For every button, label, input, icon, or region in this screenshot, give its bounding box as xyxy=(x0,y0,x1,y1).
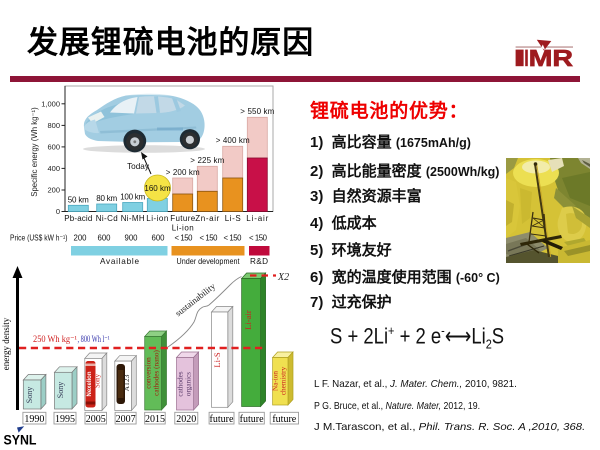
svg-text:Sony: Sony xyxy=(56,382,65,398)
svg-text:Li-air: Li-air xyxy=(246,214,268,223)
svg-text:future: future xyxy=(272,414,296,425)
svg-text:400: 400 xyxy=(47,164,60,173)
svg-text:Zn-air: Zn-air xyxy=(195,214,219,223)
svg-text:future: future xyxy=(240,414,264,425)
svg-text:> 225 km: > 225 km xyxy=(190,156,224,165)
svg-text:900: 900 xyxy=(124,234,138,243)
svg-text:Under development: Under development xyxy=(177,257,241,266)
svg-text:X2: X2 xyxy=(277,272,289,283)
svg-text:Li-S: Li-S xyxy=(212,352,222,367)
svg-text:100 km: 100 km xyxy=(120,193,145,202)
svg-text:< 150: < 150 xyxy=(175,234,194,243)
svg-text:> 200 km: > 200 km xyxy=(166,168,200,177)
svg-text:conversion: conversion xyxy=(145,357,153,389)
svg-text:energy density: energy density xyxy=(1,317,11,370)
svg-text:2020: 2020 xyxy=(176,414,196,425)
svg-text:80 km: 80 km xyxy=(96,194,117,203)
svg-text:future: future xyxy=(210,414,234,425)
svg-text:cathodes (nano): cathodes (nano) xyxy=(153,350,161,396)
svg-text:sustainability: sustainability xyxy=(173,281,217,319)
svg-text:Pb-acid: Pb-acid xyxy=(64,214,92,223)
svg-text:Sony: Sony xyxy=(94,373,101,388)
svg-text:< 150: < 150 xyxy=(200,234,219,243)
svg-text:Li-air: Li-air xyxy=(243,310,253,330)
svg-text:800: 800 xyxy=(47,121,60,130)
svg-text:A123: A123 xyxy=(122,374,131,391)
svg-text:1990: 1990 xyxy=(24,414,44,425)
svg-text:1995: 1995 xyxy=(55,414,75,425)
svg-text:0: 0 xyxy=(56,207,60,216)
svg-text:200: 200 xyxy=(47,186,60,195)
svg-text:Ni-Cd: Ni-Cd xyxy=(96,214,118,223)
svg-text:1,000: 1,000 xyxy=(41,99,60,108)
svg-text:Li-ion: Li-ion xyxy=(146,214,168,223)
svg-text:2015: 2015 xyxy=(145,414,165,425)
svg-text:Li-ion: Li-ion xyxy=(172,224,194,233)
svg-text:Available: Available xyxy=(100,257,139,266)
svg-text:Price (US$ kW h⁻¹): Price (US$ kW h⁻¹) xyxy=(10,234,68,243)
svg-text:50 km: 50 km xyxy=(68,196,89,205)
svg-text:200: 200 xyxy=(73,234,87,243)
svg-text:cathodes: cathodes xyxy=(177,371,185,396)
svg-text:Sony: Sony xyxy=(25,387,34,403)
svg-text:Future: Future xyxy=(170,214,196,223)
svg-text:< 150: < 150 xyxy=(224,234,243,243)
svg-text:250 Wh kg⁻¹: 250 Wh kg⁻¹ xyxy=(33,334,77,344)
svg-text:Li-S: Li-S xyxy=(225,214,241,223)
svg-text:600: 600 xyxy=(97,234,111,243)
svg-text:Na-ion: Na-ion xyxy=(272,371,280,391)
svg-text:R&D: R&D xyxy=(250,257,268,266)
svg-text:> 400 km: > 400 km xyxy=(216,136,250,145)
svg-text:organics: organics xyxy=(185,372,193,396)
svg-text:SYNL: SYNL xyxy=(4,433,37,448)
svg-text:Nexelion: Nexelion xyxy=(87,371,93,396)
svg-text:2007: 2007 xyxy=(116,414,136,425)
svg-text:600: 600 xyxy=(47,142,60,151)
svg-text:Today: Today xyxy=(127,162,150,171)
svg-text:600: 600 xyxy=(151,234,165,243)
svg-text:160 km: 160 km xyxy=(144,184,171,193)
svg-text:, 800 Wh l⁻¹: , 800 Wh l⁻¹ xyxy=(78,334,110,344)
svg-text:> 550 km: > 550 km xyxy=(240,107,274,116)
svg-text:2005: 2005 xyxy=(86,414,106,425)
svg-text:< 150: < 150 xyxy=(249,234,268,243)
svg-text:Specific energy (Wh kg⁻¹): Specific energy (Wh kg⁻¹) xyxy=(30,107,39,197)
svg-text:chemistry: chemistry xyxy=(280,366,288,395)
svg-text:Ni-MH: Ni-MH xyxy=(121,214,145,223)
svg-text:MR: MR xyxy=(529,45,574,71)
